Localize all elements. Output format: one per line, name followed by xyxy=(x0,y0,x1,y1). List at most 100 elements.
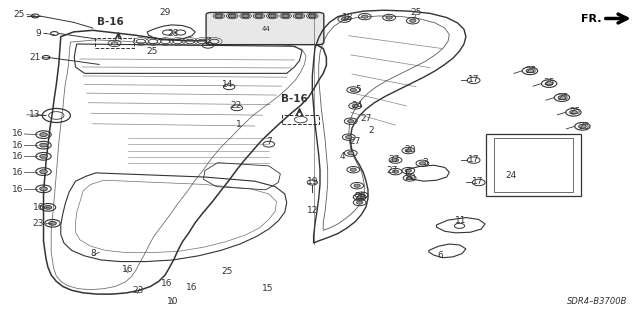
Circle shape xyxy=(558,96,566,100)
Text: 16: 16 xyxy=(12,168,24,177)
Text: 17: 17 xyxy=(468,75,479,84)
Text: 16: 16 xyxy=(33,203,44,212)
Text: 4: 4 xyxy=(340,152,345,161)
Circle shape xyxy=(405,169,412,172)
Text: 27: 27 xyxy=(388,155,399,164)
Text: 9: 9 xyxy=(36,29,41,38)
Text: 23: 23 xyxy=(33,219,44,228)
Text: 25: 25 xyxy=(557,93,569,102)
Text: 25: 25 xyxy=(569,107,580,116)
Text: 44: 44 xyxy=(261,26,270,32)
Circle shape xyxy=(348,152,354,155)
Circle shape xyxy=(352,104,358,108)
Text: 13: 13 xyxy=(29,110,41,119)
Circle shape xyxy=(392,159,399,162)
Text: 25: 25 xyxy=(525,66,537,75)
Text: 19: 19 xyxy=(307,177,318,186)
Circle shape xyxy=(40,154,47,158)
Circle shape xyxy=(357,196,362,198)
Circle shape xyxy=(570,110,577,114)
Text: 7: 7 xyxy=(266,137,271,146)
Text: 12: 12 xyxy=(307,206,318,215)
Text: 27: 27 xyxy=(360,114,372,122)
Text: 6: 6 xyxy=(438,251,443,260)
Text: 27: 27 xyxy=(387,166,398,175)
Text: 5: 5 xyxy=(356,85,361,94)
Circle shape xyxy=(40,143,47,147)
Text: 20: 20 xyxy=(404,173,415,182)
Text: 16: 16 xyxy=(12,141,24,150)
Circle shape xyxy=(356,201,363,204)
Text: B-16: B-16 xyxy=(281,94,308,104)
Circle shape xyxy=(242,14,250,18)
Text: 16: 16 xyxy=(161,279,172,288)
Circle shape xyxy=(44,205,52,209)
Circle shape xyxy=(268,14,276,18)
Text: 8: 8 xyxy=(90,249,95,258)
Circle shape xyxy=(40,133,47,137)
Text: 24: 24 xyxy=(351,101,363,110)
Circle shape xyxy=(295,14,303,18)
Circle shape xyxy=(308,14,316,18)
Text: 10: 10 xyxy=(167,297,179,306)
Text: 17: 17 xyxy=(468,155,479,164)
Text: 11: 11 xyxy=(455,216,467,225)
Circle shape xyxy=(228,14,236,18)
Circle shape xyxy=(348,120,354,123)
Circle shape xyxy=(341,18,348,21)
Text: 22: 22 xyxy=(230,101,241,110)
Text: 28: 28 xyxy=(167,29,179,38)
Circle shape xyxy=(346,136,352,139)
Circle shape xyxy=(386,16,392,19)
Text: 16: 16 xyxy=(186,283,198,292)
Circle shape xyxy=(406,176,413,180)
Circle shape xyxy=(40,187,47,191)
Text: 2: 2 xyxy=(369,126,374,135)
Text: 18: 18 xyxy=(342,13,353,22)
Text: 23: 23 xyxy=(132,286,143,295)
Circle shape xyxy=(215,14,223,18)
Circle shape xyxy=(49,221,56,225)
Circle shape xyxy=(358,194,365,197)
Text: 24: 24 xyxy=(505,171,516,180)
Text: 16: 16 xyxy=(12,152,24,161)
Text: 15: 15 xyxy=(262,284,273,293)
Text: 20: 20 xyxy=(404,145,415,154)
Text: 26: 26 xyxy=(354,192,365,201)
Text: 25: 25 xyxy=(578,122,589,130)
Circle shape xyxy=(405,149,412,152)
Text: FR.: FR. xyxy=(581,13,602,24)
Circle shape xyxy=(111,42,118,45)
Text: 25: 25 xyxy=(410,8,422,17)
Text: 7: 7 xyxy=(205,37,211,46)
Text: 16: 16 xyxy=(12,130,24,138)
Circle shape xyxy=(282,14,289,18)
Circle shape xyxy=(410,19,416,22)
Circle shape xyxy=(40,170,47,174)
Text: 25: 25 xyxy=(13,10,25,19)
Circle shape xyxy=(362,15,368,18)
Text: 17: 17 xyxy=(472,177,484,186)
Circle shape xyxy=(350,168,356,171)
Circle shape xyxy=(255,14,263,18)
Text: 16: 16 xyxy=(12,185,24,194)
Text: 3: 3 xyxy=(423,158,428,167)
Circle shape xyxy=(579,124,586,128)
Circle shape xyxy=(354,184,360,187)
FancyBboxPatch shape xyxy=(206,12,324,45)
Text: 16: 16 xyxy=(122,265,134,274)
Text: 25: 25 xyxy=(543,78,555,87)
Circle shape xyxy=(526,69,534,73)
Text: 21: 21 xyxy=(29,53,41,62)
Text: 25: 25 xyxy=(146,47,157,56)
Circle shape xyxy=(545,82,553,85)
Text: 1: 1 xyxy=(236,120,241,129)
Text: 27: 27 xyxy=(349,137,361,146)
Circle shape xyxy=(419,162,426,165)
Text: 25: 25 xyxy=(221,267,233,276)
Text: 29: 29 xyxy=(159,8,171,17)
Circle shape xyxy=(350,88,356,92)
Text: 14: 14 xyxy=(222,80,234,89)
Text: SDR4–B3700B: SDR4–B3700B xyxy=(567,297,627,306)
Text: B-16: B-16 xyxy=(97,17,124,27)
